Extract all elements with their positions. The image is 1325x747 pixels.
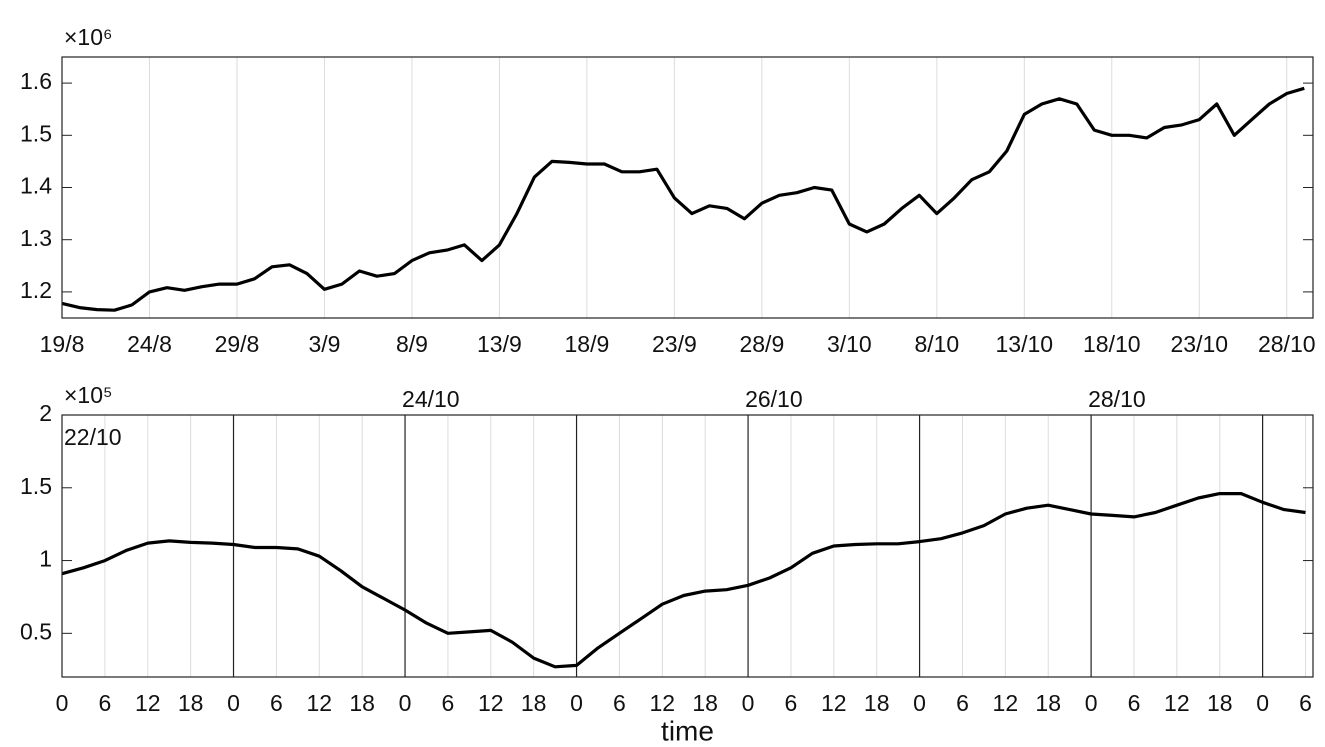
x-tick-label: 8/10 [914, 331, 959, 357]
x-tick-label: 12 [478, 690, 504, 716]
x-tick-label: 0 [227, 690, 240, 716]
x-tick-label: 18 [864, 690, 890, 716]
x-tick-label: 18/9 [565, 331, 610, 357]
y-tick-label: 1.2 [20, 277, 52, 303]
x-tick-label: 6 [1299, 690, 1312, 716]
y-scale-label: ×10⁶ [64, 24, 112, 50]
data-line [61, 86, 1305, 312]
x-tick-label: 3/9 [308, 331, 340, 357]
date-label: 28/10 [1088, 386, 1146, 412]
y-tick-label: 0.5 [20, 618, 52, 644]
x-tick-label: 6 [98, 690, 111, 716]
y-tick-label: 1.6 [20, 68, 52, 94]
y-scale-label: ×10⁵ [64, 382, 113, 408]
x-tick-label: 6 [270, 690, 283, 716]
x-tick-label: 18 [349, 690, 375, 716]
data-line [61, 492, 1306, 669]
x-tick-label: 12 [1164, 690, 1190, 716]
date-label: 26/10 [745, 386, 803, 412]
x-tick-label: 29/8 [215, 331, 260, 357]
y-tick-label: 1.4 [20, 173, 52, 199]
y-tick-label: 1.5 [20, 120, 52, 146]
x-tick-label: 12 [821, 690, 847, 716]
x-tick-label: 24/8 [127, 331, 172, 357]
x-tick-label: 12 [306, 690, 332, 716]
x-tick-label: 0 [742, 690, 755, 716]
y-tick-label: 1.3 [20, 225, 52, 251]
date-label: 24/10 [402, 386, 460, 412]
x-tick-label: 0 [1085, 690, 1098, 716]
x-tick-label: 0 [1256, 690, 1269, 716]
x-tick-label: 6 [956, 690, 969, 716]
x-tick-label: 6 [785, 690, 798, 716]
x-tick-label: 28/10 [1258, 331, 1316, 357]
date-label: 22/10 [64, 424, 122, 450]
axes-frame [61, 56, 1314, 319]
y-tick-label: 1 [39, 546, 52, 572]
x-tick-label: 18 [521, 690, 547, 716]
x-tick-label: 23/10 [1170, 331, 1228, 357]
axes-frame [61, 414, 1314, 678]
x-tick-label: 0 [399, 690, 412, 716]
x-tick-label: 23/9 [652, 331, 697, 357]
x-tick-label: 18 [692, 690, 718, 716]
x-tick-label: 19/8 [40, 331, 85, 357]
y-tick-label: 1.5 [20, 473, 52, 499]
x-tick-label: 6 [1128, 690, 1141, 716]
x-tick-label: 13/9 [477, 331, 522, 357]
x-tick-label: 6 [613, 690, 626, 716]
x-tick-label: 18 [1035, 690, 1061, 716]
x-tick-label: 12 [135, 690, 161, 716]
plot-area [62, 57, 1313, 318]
x-tick-label: 0 [570, 690, 583, 716]
x-tick-label: 18 [1207, 690, 1233, 716]
x-tick-label: 12 [993, 690, 1019, 716]
x-tick-label: 28/9 [739, 331, 784, 357]
x-axis-label: time [661, 715, 714, 746]
x-tick-label: 18/10 [1083, 331, 1141, 357]
x-tick-label: 0 [913, 690, 926, 716]
x-tick-label: 13/10 [996, 331, 1054, 357]
x-tick-label: 12 [650, 690, 676, 716]
x-tick-label: 0 [56, 690, 69, 716]
x-tick-label: 8/9 [396, 331, 428, 357]
y-tick-label: 2 [39, 400, 52, 426]
x-tick-label: 6 [442, 690, 455, 716]
x-tick-label: 18 [178, 690, 204, 716]
x-tick-label: 3/10 [827, 331, 872, 357]
